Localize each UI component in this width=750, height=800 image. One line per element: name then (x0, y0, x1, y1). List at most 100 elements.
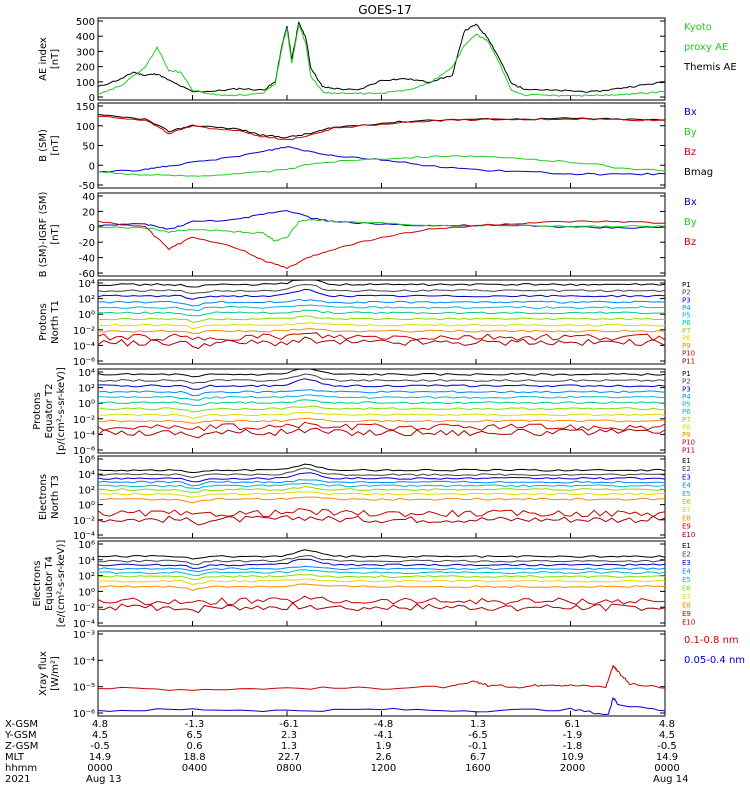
y-axis-label: [nT] (50, 224, 61, 244)
channel-line (97, 602, 666, 614)
y-tick-label: 500 (76, 17, 95, 28)
legend-entry: Themis AE (683, 62, 737, 73)
channel-line (97, 427, 666, 439)
y-axis-label: Electrons (32, 560, 43, 606)
legend-entry: E7 (682, 593, 691, 601)
y-axis-label: [nT] (50, 135, 61, 155)
legend-entry: E3 (682, 559, 691, 567)
channel-line (97, 479, 666, 487)
ephemeris-value: 0.6 (187, 741, 203, 752)
channel-line (97, 298, 666, 307)
ephemeris-value: 0000 (654, 763, 679, 774)
channel-line (97, 321, 666, 330)
channel-line (97, 315, 666, 323)
legend-entry: P10 (682, 439, 695, 447)
ephemeris-row-label: X-GSM (5, 719, 38, 730)
legend-entry: E8 (682, 602, 691, 610)
panel-b_igrf: 40 20 0 -20 -40 -60 B (SM)-IGRF (SM) [nT] Bx By Bz (38, 192, 697, 280)
ephemeris-value: -0.1 (468, 741, 488, 752)
ephemeris-value: 1200 (371, 763, 396, 774)
ephemeris-value: -1.3 (185, 719, 205, 730)
y-tick-label: 10⁻⁶ (73, 357, 95, 368)
panel-b_sm: 150 100 50 0 -50 B (SM) [nT] Bx By Bz Bmag (38, 102, 713, 192)
legend-entry: E6 (682, 585, 691, 593)
y-axis-label: [p/(cm²-s-sr-keV)] (56, 367, 67, 455)
y-tick-label: 10⁰ (78, 310, 95, 321)
y-tick-label: 10⁻⁴ (73, 531, 95, 542)
legend-entry: P9 (682, 342, 691, 350)
panel-frame (97, 17, 666, 101)
legend-entry: 0.1-0.8 nm (684, 635, 739, 646)
legend-entry: E10 (682, 619, 695, 627)
channel-line (97, 328, 666, 334)
y-tick-label: 10⁶ (78, 455, 95, 466)
y-tick-label: -20 (79, 238, 95, 249)
ephemeris-value: 14.9 (656, 752, 678, 763)
y-axis-label: Protons (32, 392, 43, 429)
legend-entry: P5 (682, 401, 691, 409)
legend-entry: P1 (682, 281, 691, 289)
ephemeris-value: 2000 (560, 763, 585, 774)
ephemeris-value: -4.1 (374, 730, 394, 741)
y-tick-label: 10⁻² (73, 603, 95, 614)
panel-frame (97, 279, 666, 365)
legend-entry: E5 (682, 490, 691, 498)
channel-line (97, 573, 666, 580)
y-axis-label: B (SM)-IGRF (SM) (38, 192, 49, 278)
channel-line (97, 578, 666, 586)
ephemeris-value: -0.5 (657, 741, 677, 752)
legend-entry: Kyoto (684, 22, 712, 33)
channel-line (97, 405, 666, 413)
legend-entry: P10 (682, 350, 695, 358)
y-tick-label: 10⁰ (78, 399, 95, 410)
legend-entry: E10 (682, 531, 695, 539)
panel-frame (97, 630, 666, 717)
channel-line (98, 496, 666, 504)
legend-entry: P9 (682, 431, 691, 439)
ephemeris-value: 1.3 (281, 741, 297, 752)
ephemeris-value: 10.9 (561, 752, 583, 763)
y-axis-label: [nT] (50, 49, 61, 69)
channel-line (97, 373, 666, 384)
y-tick-label: 10⁻² (73, 516, 95, 527)
legend-entry: Bx (684, 197, 697, 208)
ephemeris-value: 0400 (182, 763, 207, 774)
channel-line (97, 507, 666, 518)
channel-line (97, 565, 666, 573)
ephemeris-value: -6.5 (468, 730, 488, 741)
y-tick-label: 400 (76, 32, 95, 43)
legend-entry: Bx (684, 107, 697, 118)
ephemeris-value: 4.5 (92, 730, 108, 741)
ephemeris-value: 2.6 (376, 752, 392, 763)
channel-line (97, 472, 666, 483)
ephemeris-value: 6.7 (470, 752, 486, 763)
y-tick-label: 200 (76, 63, 95, 74)
legend-entry: By (684, 217, 697, 228)
ephemeris-row-label: Z-GSM (5, 741, 38, 752)
series-line (97, 664, 666, 691)
panel-frame (97, 192, 666, 277)
legend-entry: P11 (682, 357, 695, 365)
year-label: 2021 (5, 774, 30, 785)
y-tick-label: -40 (79, 254, 95, 265)
legend-entry: Bz (684, 147, 696, 158)
y-tick-label: 40 (82, 192, 95, 203)
y-tick-label: 0 (89, 223, 95, 234)
series-line (97, 23, 666, 97)
series-line (97, 696, 666, 716)
ephemeris-value: 4.5 (659, 730, 675, 741)
series-line (97, 115, 666, 141)
ephemeris-value: 18.8 (183, 752, 205, 763)
channel-line (97, 418, 666, 424)
y-axis-label: Protons (38, 303, 49, 340)
y-axis-label: [W/m²] (50, 656, 61, 691)
y-tick-label: 20 (82, 207, 95, 218)
legend-entry: E4 (682, 482, 691, 490)
panel-frame (97, 540, 666, 627)
channel-line (97, 421, 666, 432)
y-tick-label: 10⁻⁶ (73, 709, 95, 720)
y-tick-label: -50 (79, 181, 95, 192)
series-line (97, 114, 666, 139)
channel-line (97, 389, 666, 397)
